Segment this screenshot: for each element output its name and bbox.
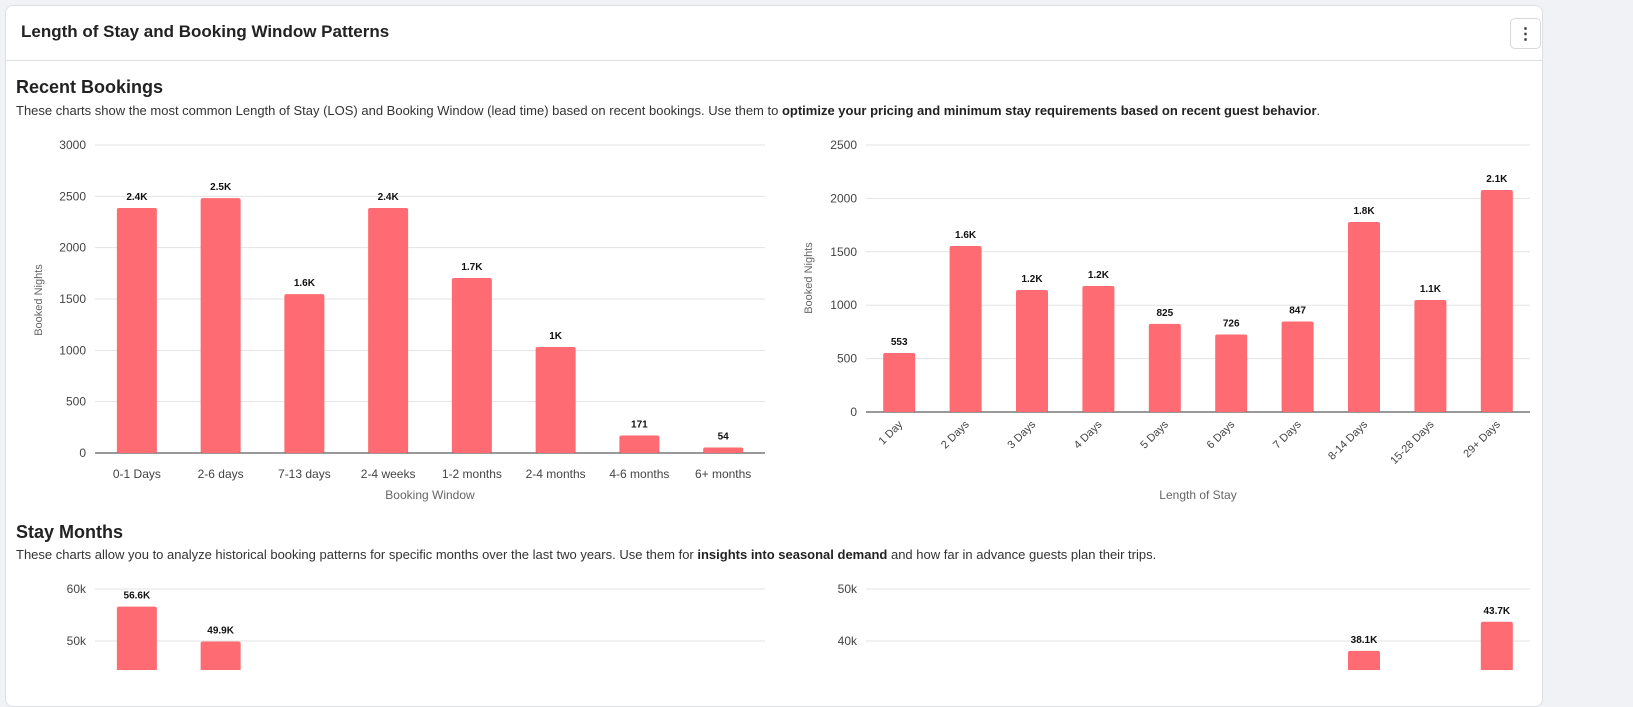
desc-text: These charts allow you to analyze histor… (16, 547, 698, 562)
card-title: Length of Stay and Booking Window Patter… (21, 22, 390, 41)
desc-text: These charts show the most common Length… (16, 103, 782, 118)
desc-bold-text: optimize your pricing and minimum stay r… (781, 103, 1317, 118)
recent-bookings-description: These charts show the most common Length… (16, 103, 1320, 118)
desc-bold-text: insights into seasonal demand (697, 547, 888, 562)
stay-months-description: These charts allow you to analyze histor… (16, 547, 1156, 562)
vertical-dots-icon: ⋮ (1517, 25, 1534, 43)
card-header: Length of Stay and Booking Window Patter… (6, 6, 1542, 61)
desc-text: and how far in advance guests plan their… (887, 547, 1157, 562)
more-options-button[interactable]: ⋮ (1510, 18, 1541, 49)
recent-bookings-title: Recent Bookings (16, 77, 164, 97)
stay-months-title: Stay Months (16, 522, 124, 542)
desc-text: . (1316, 103, 1321, 118)
